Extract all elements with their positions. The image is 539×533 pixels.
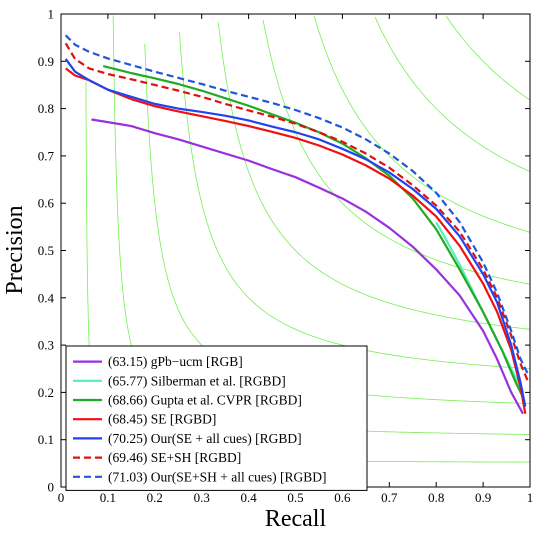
axis-ticks: 0 0.1 0.2 0.3 0.4 0.5 0.6 0.7 0.8 0.9 1 0 0.1 0.2 0.3 0… [38,7,534,506]
legend-label-5: (70.25) Our(SE + all cues) [RGBD] [108,431,302,446]
y-tick-label: 0.9 [38,54,54,69]
x-tick-label: 0.5 [287,490,303,505]
iso-f-curve [179,32,530,370]
x-tick-label: 0.1 [100,490,116,505]
iso-f-curve [374,16,530,173]
y-tick-label: 0.5 [38,243,54,258]
x-tick-label: 0.4 [240,490,257,505]
y-tick-label: 0.3 [38,338,54,353]
iso-f-curve [313,15,530,233]
x-tick-label: 0.3 [194,490,210,505]
x-tick-label: 0.6 [334,490,351,505]
y-tick-label: 0.7 [38,148,55,163]
y-tick-label: 0 [48,480,55,495]
legend-label-6: (69.46) SE+SH [RGBD] [108,450,241,465]
y-tick-label: 0.4 [38,290,55,305]
x-tick-label: 0.7 [381,490,398,505]
x-tick-label: 0 [58,490,65,505]
series-lines [64,34,529,415]
legend-label-2: (65.77) Silberman et al. [RGBD] [108,373,286,388]
x-axis-label: Recall [265,506,327,532]
y-tick-label: 0.1 [38,432,54,447]
iso-f-curve [445,15,530,101]
iso-f-curve [217,22,530,330]
legend-label-1: (63.15) gPb−ucm [RGB] [108,354,243,369]
legend-label-4: (68.45) SE [RGBD] [108,412,216,427]
y-tick-label: 0.2 [38,385,54,400]
y-tick-label: 1 [48,7,55,22]
series-line-4 [65,67,527,414]
x-tick-label: 1 [527,490,534,505]
y-axis-label: Precision [2,205,28,294]
series-line-7 [64,34,529,374]
x-tick-label: 0.2 [147,490,163,505]
series-line-5 [64,58,527,407]
series-line-1 [91,118,524,415]
legend-label-7: (71.03) Our(SE+SH + all cues) [RGBD] [108,469,326,484]
y-tick-label: 0.8 [38,101,54,116]
y-tick-label: 0.6 [38,196,55,211]
series-line-6 [64,42,529,382]
x-tick-label: 0.9 [475,490,491,505]
legend-label-3: (68.66) Gupta et al. CVPR [RGBD] [108,393,302,408]
legend-box [65,345,368,491]
legend: (63.15) gPb−ucm [RGB] (65.77) Silberman e… [65,345,368,491]
x-tick-label: 0.8 [428,490,444,505]
